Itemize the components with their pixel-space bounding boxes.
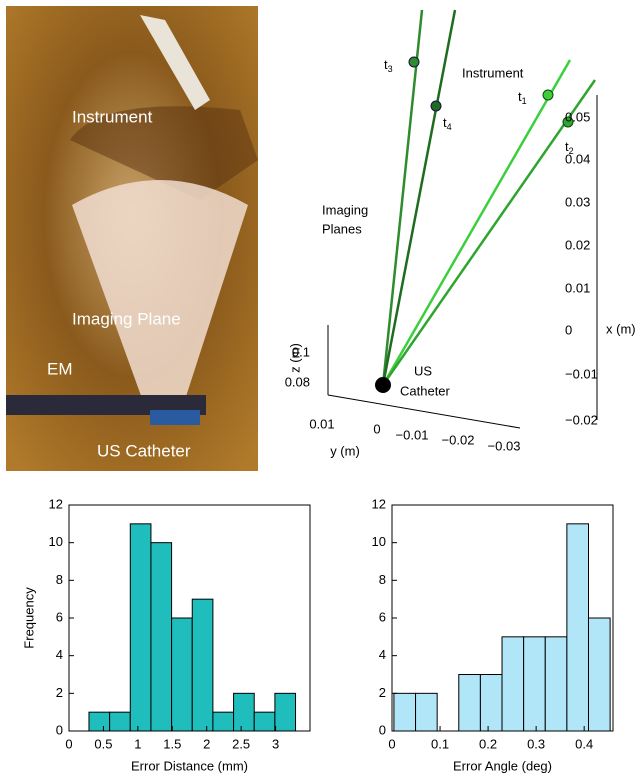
x-tick-label: 0.05	[565, 109, 590, 124]
plot-3d: t3 t4 t1 t2 Instrument Imaging Planes US…	[285, 9, 636, 458]
annotation: Imaging	[322, 202, 368, 217]
x-tick-label: 0.4	[575, 736, 593, 751]
y-tick-label: 6	[56, 609, 63, 624]
axis-label: x (m)	[606, 321, 636, 336]
x-tick-label: 0	[565, 322, 572, 337]
annotation: US	[414, 363, 432, 378]
plane-line	[381, 9, 424, 386]
marker-label: t4	[443, 115, 452, 132]
annotation: Planes	[322, 221, 362, 236]
bar	[415, 692, 438, 732]
marker-label: t3	[384, 57, 393, 74]
annotation: Instrument	[462, 65, 524, 80]
bar	[523, 636, 546, 732]
bar	[129, 523, 152, 732]
x-tick-label: 0.1	[431, 736, 449, 751]
catheter-point	[375, 377, 391, 393]
y-tick-label: 6	[379, 609, 386, 624]
bar	[501, 636, 525, 732]
plane-line	[381, 79, 597, 386]
y-tick-label: 0.01	[309, 416, 334, 431]
y-tick-label: 8	[379, 572, 386, 587]
x-tick-label: 1.5	[163, 736, 181, 751]
bar	[587, 617, 611, 732]
y-tick-label: 0	[379, 722, 386, 737]
y-tick-label: −0.02	[442, 432, 475, 447]
bar	[479, 674, 503, 732]
x-tick-label: 0.3	[527, 736, 545, 751]
y-tick-label: 2	[379, 685, 386, 700]
bar	[191, 598, 214, 732]
bar	[274, 692, 297, 732]
annotation: Catheter	[400, 383, 451, 398]
imaging-plane	[72, 180, 248, 415]
y-tick-label: 10	[49, 534, 63, 549]
y-axis	[327, 394, 521, 429]
y-tick-label: 0	[56, 722, 63, 737]
catheter-tip	[150, 410, 200, 425]
marker-label: t1	[518, 89, 527, 106]
x-tick-label: 0.2	[479, 736, 497, 751]
instrument-shape	[140, 15, 210, 110]
bar	[458, 674, 481, 732]
y-tick-label: 12	[372, 496, 386, 511]
bar	[566, 523, 589, 732]
x-axis-label: Error Angle (deg)	[453, 758, 552, 773]
bar	[109, 711, 131, 732]
x-tick-label: 0	[388, 736, 395, 751]
z-tick-label: 0.1	[292, 344, 310, 359]
y-tick-label: −0.01	[396, 427, 429, 442]
y-tick-label: 2	[56, 685, 63, 700]
axis-label: z (m)	[287, 343, 302, 373]
bar	[544, 636, 568, 732]
bar	[253, 711, 276, 732]
y-tick-label: 0	[373, 421, 380, 436]
x-tick-label: 0.04	[565, 151, 590, 166]
x-tick-label: −0.02	[565, 412, 598, 427]
x-tick-label: 0	[65, 736, 72, 751]
y-tick-label: −0.03	[488, 438, 521, 453]
photo-label: Instrument	[72, 107, 153, 126]
marker	[542, 89, 554, 101]
plane-line	[381, 9, 457, 386]
shadow	[70, 106, 258, 200]
bar	[233, 692, 255, 732]
x-tick-label: 0.02	[565, 237, 590, 252]
photo-label: US Catheter	[97, 441, 191, 460]
x-tick-label: 0.01	[565, 280, 590, 295]
plane-line	[381, 59, 572, 386]
y-tick-label: 10	[372, 534, 386, 549]
photo: Instrument Imaging Plane EM US Catheter	[6, 6, 258, 471]
marker	[430, 100, 442, 112]
bar	[150, 542, 173, 732]
bar	[393, 692, 417, 732]
marker	[562, 116, 574, 128]
axis-label: y (m)	[330, 443, 360, 458]
x-tick-label: 2.5	[232, 736, 250, 751]
x-tick-label: 0.03	[565, 194, 590, 209]
y-tick-label: 8	[56, 572, 63, 587]
x-tick-label: 3	[272, 736, 279, 751]
x-tick-label: 0.5	[94, 736, 112, 751]
marker-label: t2	[565, 139, 574, 156]
y-tick-label: 4	[56, 647, 63, 662]
x-axis-label: Error Distance (mm)	[131, 758, 248, 773]
bar	[171, 617, 193, 732]
x-tick-label: 2	[203, 736, 210, 751]
x-tick-label: −0.01	[565, 366, 598, 381]
x-tick-label: 1	[134, 736, 141, 751]
photo-label: EM	[47, 359, 73, 378]
y-tick-label: 4	[379, 647, 386, 662]
photo-label: Imaging Plane	[72, 309, 181, 328]
marker	[408, 56, 420, 68]
z-tick-label: 0.08	[285, 374, 310, 389]
y-tick-label: 12	[49, 496, 63, 511]
bar	[212, 711, 235, 732]
bar	[88, 711, 111, 732]
y-axis-label: Frequency	[21, 587, 36, 649]
